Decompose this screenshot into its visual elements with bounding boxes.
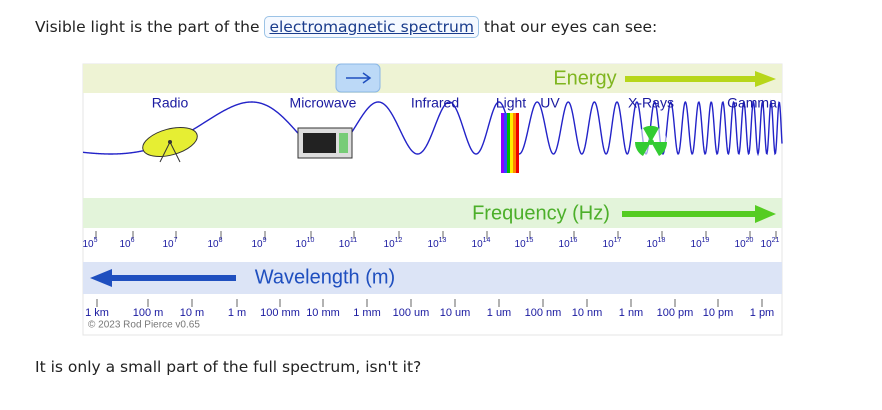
tick-exponent: 20 bbox=[746, 237, 754, 244]
band-label: Gamma bbox=[727, 95, 777, 111]
frequency-arrow bbox=[622, 205, 776, 223]
tick-base: 10 bbox=[691, 239, 703, 250]
wavelength-label: Wavelength (m) bbox=[255, 266, 395, 288]
band-label: UV bbox=[540, 95, 560, 111]
wavelength-tick-label: 10 nm bbox=[572, 307, 603, 319]
wavelength-tick-label: 1 m bbox=[228, 307, 246, 319]
link[interactable]: electromagnetic spectrum bbox=[264, 16, 479, 38]
band-label: X-Rays bbox=[628, 95, 674, 111]
tick-exponent: 11 bbox=[350, 237, 357, 244]
frequency-tick-label: 1020 bbox=[735, 237, 754, 250]
band-label: Infrared bbox=[411, 95, 459, 111]
intro-text: Visible light is the part of the bbox=[35, 18, 260, 36]
tick-exponent: 17 bbox=[614, 237, 622, 244]
wavelength-arrow bbox=[90, 269, 236, 287]
frequency-tick-label: 1011 bbox=[339, 237, 357, 250]
tick-exponent: 15 bbox=[526, 237, 534, 244]
tick-base: 10 bbox=[207, 239, 219, 250]
tick-base: 10 bbox=[384, 239, 396, 250]
band-label: Radio bbox=[152, 95, 189, 111]
frequency-tick-label: 107 bbox=[162, 237, 177, 250]
tick-exponent: 5 bbox=[94, 237, 98, 244]
tick-base: 10 bbox=[82, 239, 94, 250]
tick-exponent: 21 bbox=[772, 237, 780, 244]
frequency-tick-label: 108 bbox=[207, 237, 222, 250]
frequency-tick-label: 1019 bbox=[691, 237, 710, 250]
energy-label: Energy bbox=[553, 67, 616, 89]
tick-base: 10 bbox=[735, 239, 747, 250]
tick-base: 10 bbox=[515, 239, 527, 250]
band-label: Microwave bbox=[290, 95, 357, 111]
wavelength-tick-label: 10 m bbox=[180, 307, 204, 319]
tick-exponent: 9 bbox=[263, 237, 267, 244]
tick-base: 10 bbox=[761, 239, 773, 250]
tick-base: 10 bbox=[603, 239, 615, 250]
frequency-tick-label: 1018 bbox=[647, 237, 666, 250]
wavelength-tick-label: 1 mm bbox=[353, 307, 381, 319]
tick-base: 10 bbox=[339, 239, 351, 250]
tick-exponent: 12 bbox=[395, 237, 403, 244]
frequency-tick-label: 106 bbox=[119, 237, 134, 250]
wavelength-tick-label: 1 um bbox=[487, 307, 511, 319]
copyright: © 2023 Rod Pierce v0.65 bbox=[88, 320, 200, 331]
frequency-tick-label: 1010 bbox=[296, 237, 315, 250]
intro: Visible light is the part of the electro… bbox=[35, 16, 658, 38]
wavelength-tick-label: 10 pm bbox=[703, 307, 734, 319]
frequency-tick-label: 1021 bbox=[761, 237, 780, 250]
tick-exponent: 13 bbox=[439, 237, 447, 244]
frequency-tick-label: 1012 bbox=[384, 237, 403, 250]
tick-exponent: 8 bbox=[219, 237, 223, 244]
wavelength-tick-label: 1 pm bbox=[750, 307, 774, 319]
tick-base: 10 bbox=[162, 239, 174, 250]
band-label: Light bbox=[496, 95, 526, 111]
button-arrow bbox=[346, 72, 372, 84]
wavelength-tick-label: 100 um bbox=[393, 307, 430, 319]
wavelength-tick-label: 10 mm bbox=[306, 307, 340, 319]
frequency-tick-label: 109 bbox=[251, 237, 266, 250]
energy-arrow bbox=[625, 71, 776, 87]
tick-base: 10 bbox=[472, 239, 484, 250]
frequency-tick-label: 1015 bbox=[515, 237, 534, 250]
tick-base: 10 bbox=[559, 239, 571, 250]
frequency-tick-label: 1013 bbox=[428, 237, 447, 250]
tick-base: 10 bbox=[251, 239, 263, 250]
tick-exponent: 18 bbox=[658, 237, 666, 244]
tick-exponent: 19 bbox=[702, 237, 710, 244]
wavelength-tick-label: 1 km bbox=[85, 307, 109, 319]
tick-exponent: 7 bbox=[174, 237, 178, 244]
labels: Radio Microwave Infrared Light UV X-Rays Gamma… bbox=[82, 95, 779, 319]
frequency-tick-label: 1014 bbox=[472, 237, 491, 250]
frequency-tick-label: 1016 bbox=[559, 237, 578, 250]
frequency-tick-label: 105 bbox=[82, 237, 97, 250]
frequency-tick-label: 1017 bbox=[603, 237, 622, 250]
dish-icon bbox=[142, 127, 198, 163]
tick-exponent: 14 bbox=[483, 237, 491, 244]
tick-base: 10 bbox=[647, 239, 659, 250]
wavelength-tick-label: 100 mm bbox=[260, 307, 300, 319]
radiation-icon bbox=[634, 125, 668, 158]
tick-exponent: 16 bbox=[570, 237, 578, 244]
wavelength-tick-label: 100 pm bbox=[657, 307, 694, 319]
tick-base: 10 bbox=[428, 239, 440, 250]
frequency-label: Frequency (Hz) bbox=[472, 202, 610, 224]
rainbow-icon bbox=[501, 113, 519, 173]
wavelength-tick-label: 100 m bbox=[133, 307, 164, 319]
wavelength-tick-label: 1 nm bbox=[619, 307, 643, 319]
outro: It is only a small part of the full spec… bbox=[35, 358, 422, 376]
tick-exponent: 10 bbox=[307, 237, 315, 244]
microwave-icon bbox=[297, 127, 353, 159]
wavelength-tick-label: 10 um bbox=[440, 307, 471, 319]
tick-base: 10 bbox=[119, 239, 131, 250]
wavelength-tick-label: 100 nm bbox=[525, 307, 562, 319]
tick-exponent: 6 bbox=[131, 237, 135, 244]
tick-base: 10 bbox=[296, 239, 308, 250]
intro-text: that our eyes can see: bbox=[483, 18, 658, 36]
